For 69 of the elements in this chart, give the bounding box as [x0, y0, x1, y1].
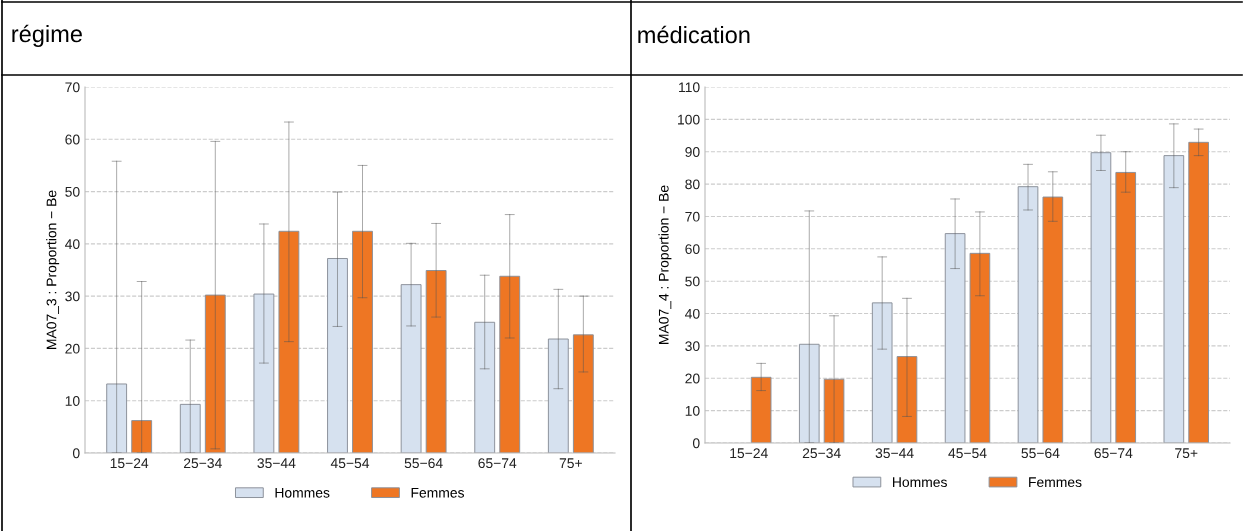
bar	[499, 275, 521, 453]
bar	[823, 378, 845, 443]
y-tick-label: 20	[685, 373, 700, 384]
y-tick-label: 110	[679, 82, 700, 93]
y-tick-label: 0	[692, 438, 700, 449]
y-tick-label: 30	[65, 291, 80, 302]
bar	[1090, 152, 1112, 443]
x-tick-label: 75+	[559, 458, 582, 469]
bar	[425, 270, 447, 453]
bar	[1042, 196, 1064, 443]
y-tick-label: 20	[65, 343, 80, 354]
x-tick-label: 55−64	[1021, 448, 1060, 459]
bar	[750, 376, 772, 443]
y-tick-label: 40	[685, 308, 700, 319]
x-tick-label: 35−44	[257, 458, 296, 469]
y-tick-label: 70	[685, 211, 700, 222]
y-tick-label: 30	[685, 341, 700, 352]
x-tick-label: 45−54	[948, 448, 987, 459]
bar	[474, 321, 496, 453]
bar	[572, 334, 594, 453]
y-tick-label: 50	[685, 276, 700, 287]
y-tick-label: 10	[65, 396, 80, 406]
bar	[969, 252, 991, 443]
y-tick-label: 60	[685, 244, 700, 254]
bar	[327, 258, 348, 453]
x-tick-label: 35−44	[875, 448, 914, 459]
x-tick-label: 55−64	[404, 458, 443, 469]
bar	[1017, 186, 1039, 443]
legend-label: Hommes	[893, 477, 947, 488]
bar	[1115, 171, 1137, 443]
y-tick-label: 60	[65, 134, 80, 145]
x-tick-label: 75+	[1175, 448, 1198, 459]
y-tick-label: 90	[685, 147, 700, 157]
y-tick-label: 70	[65, 82, 80, 93]
bar	[896, 356, 918, 443]
x-tick-label: 25−34	[183, 458, 222, 469]
bar	[871, 302, 893, 443]
x-tick-label: 15−24	[730, 448, 768, 459]
x-tick-label: 65−74	[478, 458, 517, 469]
x-tick-label: 25−34	[802, 448, 841, 459]
y-tick-label: 40	[65, 239, 80, 250]
chart-title: médication	[638, 25, 750, 44]
bar	[106, 383, 128, 453]
x-tick-label: 15−24	[110, 458, 149, 469]
legend-label: Femmes	[1029, 477, 1082, 488]
y-axis-title: MA07_4 : Proportion − Be	[658, 185, 672, 344]
bar	[1163, 155, 1185, 443]
bar	[1188, 141, 1209, 443]
y-tick-label: 0	[72, 448, 80, 459]
bar	[179, 403, 201, 453]
bar	[278, 230, 300, 453]
x-tick-label: 65−74	[1094, 448, 1133, 459]
bar	[253, 293, 275, 453]
bar	[204, 294, 226, 453]
bar	[400, 284, 422, 453]
y-tick-label: 100	[678, 114, 700, 125]
legend-label: Hommes	[275, 487, 330, 498]
bar	[944, 233, 966, 443]
bar	[798, 343, 820, 443]
y-tick-label: 10	[685, 405, 700, 416]
x-tick-label: 45−54	[330, 458, 370, 469]
y-tick-label: 50	[65, 186, 80, 197]
chart-title: régime	[12, 24, 82, 47]
legend-label: Femmes	[411, 487, 465, 498]
y-tick-label: 80	[685, 179, 700, 190]
y-axis-title: MA07_3 : Proportion − Be	[46, 190, 60, 349]
bar	[547, 338, 569, 453]
bar	[352, 230, 373, 453]
bar	[131, 420, 153, 453]
